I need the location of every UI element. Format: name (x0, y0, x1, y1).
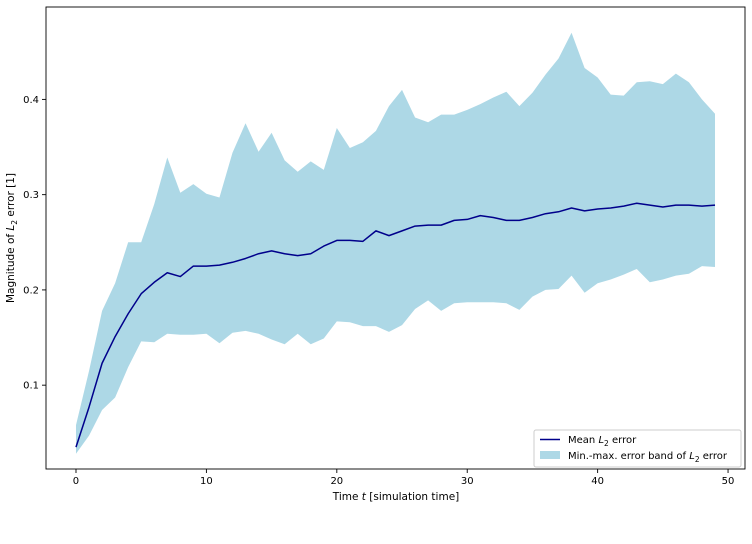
mean-error-point (492, 216, 495, 219)
x-tick-label: 0 (73, 476, 79, 487)
y-axis-label-subscript: 2 (10, 220, 19, 225)
mean-error-point (401, 229, 404, 232)
mean-error-point (361, 240, 364, 243)
legend-band-suffix: error (700, 451, 728, 462)
mean-error-point (635, 202, 638, 205)
mean-error-point (427, 224, 430, 227)
mean-error-point (674, 204, 677, 207)
mean-error-point (714, 204, 717, 207)
x-tick-label: 30 (461, 476, 474, 487)
x-axis-label-symbol: t (362, 491, 367, 503)
mean-error-point (348, 239, 351, 242)
y-axis-label-symbol: L (5, 225, 17, 231)
x-tick-label: 10 (200, 476, 213, 487)
mean-error-point (661, 206, 664, 209)
y-axis-label: Magnitude of L2 error [1] (5, 173, 19, 303)
x-tick-label: 50 (722, 476, 735, 487)
mean-error-point (700, 205, 703, 208)
mean-error-point (244, 257, 247, 260)
mean-error-point (466, 218, 469, 221)
mean-error-point (479, 214, 482, 217)
mean-error-point (583, 209, 586, 212)
mean-error-point (518, 219, 521, 222)
x-axis-label: Time t [simulation time] (332, 491, 460, 503)
mean-error-point (557, 210, 560, 213)
mean-error-point (531, 216, 534, 219)
x-tick-label: 40 (591, 476, 604, 487)
mean-error-point (192, 265, 195, 268)
legend-band-swatch (540, 451, 560, 459)
mean-error-point (322, 245, 325, 248)
axes: 0 10 20 30 40 50 0.1 0.2 0.3 0.4 (23, 6, 746, 487)
y-tick-label: 0.2 (23, 285, 39, 296)
mean-error-point (283, 252, 286, 255)
plot-area (74, 32, 717, 454)
mean-error-point (114, 335, 117, 338)
legend-mean-prefix: Mean (568, 435, 598, 446)
mean-error-point (179, 275, 182, 278)
legend-frame (533, 429, 742, 468)
mean-error-point (88, 406, 91, 409)
legend-mean-suffix: error (609, 435, 637, 446)
mean-error-point (74, 446, 77, 449)
mean-error-point (153, 281, 156, 284)
x-axis-label-prefix: Time (332, 491, 362, 503)
mean-error-point (687, 204, 690, 207)
legend-mean-label: Mean L2 error (568, 435, 637, 448)
mean-error-point (140, 292, 143, 295)
mean-error-point (166, 271, 169, 274)
legend-band-subscript: 2 (695, 455, 700, 464)
mean-error-point (609, 206, 612, 209)
y-axis-label-suffix: error [1] (5, 173, 17, 220)
mean-error-point (270, 249, 273, 252)
mean-error-point (335, 239, 338, 242)
mean-error-point (544, 212, 547, 215)
mean-error-point (648, 204, 651, 207)
error-band-area (75, 32, 716, 454)
legend-mean-subscript: 2 (604, 439, 609, 448)
y-tick-label: 0.1 (23, 381, 39, 392)
mean-error-point (622, 205, 625, 208)
y-tick-label: 0.3 (23, 190, 39, 201)
mean-error-point (387, 234, 390, 237)
mean-error-point (205, 265, 208, 268)
x-tick-label: 20 (330, 476, 343, 487)
mean-error-point (374, 229, 377, 232)
mean-error-point (570, 206, 573, 209)
mean-error-point (257, 252, 260, 255)
mean-error-point (296, 254, 299, 257)
mean-error-point (101, 362, 104, 365)
mean-error-point (596, 207, 599, 210)
mean-error-point (505, 219, 508, 222)
y-axis-label-prefix: Magnitude of (5, 231, 17, 303)
legend: Mean L2 error Min.-max. error band of L2… (533, 429, 742, 468)
mean-error-point (127, 312, 130, 315)
legend-mean-symbol: L (598, 435, 604, 446)
mean-error-point (309, 252, 312, 255)
mean-error-point (231, 261, 234, 264)
mean-error-point (453, 219, 456, 222)
mean-error-point (440, 224, 443, 227)
legend-band-symbol: L (689, 451, 695, 462)
legend-band-label: Min.-max. error band of L2 error (568, 451, 728, 464)
x-axis-label-suffix: [simulation time] (366, 491, 459, 503)
mean-error-point (218, 264, 221, 267)
mean-error-point (414, 225, 417, 228)
mean-error-line (75, 202, 716, 448)
legend-band-prefix: Min.-max. error band of (568, 451, 689, 462)
axes-frame (45, 6, 746, 470)
y-tick-label: 0.4 (23, 95, 39, 106)
